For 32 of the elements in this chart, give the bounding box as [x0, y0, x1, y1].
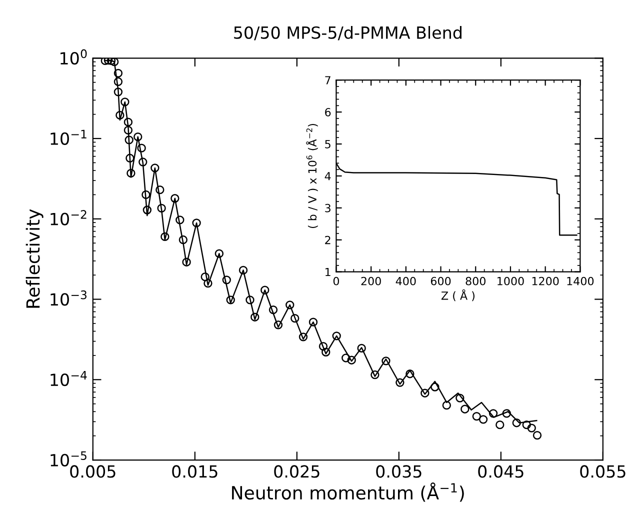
y-tick-label: 7	[325, 76, 330, 84]
y-tick-label: 10$^{−1}$	[50, 130, 86, 145]
y-tick-label: 10$^{−2}$	[50, 210, 86, 226]
y-axis-title: ( b / V ) x 10$^{6}$ (Å$^{−2}$)	[306, 124, 318, 228]
x-tick-label: 800	[466, 276, 486, 286]
x-tick-label: 200	[361, 276, 381, 286]
x-axis-title: Z ( Å )	[441, 289, 474, 302]
x-tick-label: 400	[396, 276, 416, 286]
x-tick-label: 0	[333, 276, 340, 286]
y-tick-label: 2	[325, 236, 330, 244]
y-tick-label: 6	[325, 108, 331, 116]
x-tick-label: 0.045	[478, 465, 524, 478]
chart-title: 50/50 MPS-5/d-PMMA Blend	[234, 26, 462, 40]
y-tick-label: 5	[325, 140, 330, 148]
y-tick-label: 10$^{−3}$	[50, 290, 87, 306]
x-tick-label: 0.035	[376, 465, 422, 478]
x-tick-label: 1400	[567, 276, 594, 286]
y-tick-label: 4	[324, 172, 331, 180]
x-tick-label: 0.055	[580, 465, 626, 478]
y-tick-label: 10$^{−4}$	[50, 370, 87, 386]
x-tick-label: 0.025	[274, 465, 320, 478]
y-axis-title: Reflectivity	[26, 209, 44, 308]
y-tick-label: 1	[326, 268, 330, 276]
y-tick-label: 10$^{0}$	[60, 49, 87, 65]
x-axis-title: Neutron momentum (Å$^{−1}$)	[232, 482, 464, 502]
y-tick-label: 10$^{−5}$	[50, 451, 86, 466]
y-tick-label: 3	[325, 204, 330, 212]
x-tick-label: 1000	[498, 276, 524, 286]
x-tick-label: 600	[430, 276, 451, 286]
x-tick-label: 0.015	[172, 465, 218, 478]
x-tick-label: 0.005	[70, 465, 116, 478]
x-tick-label: 1200	[532, 276, 559, 286]
